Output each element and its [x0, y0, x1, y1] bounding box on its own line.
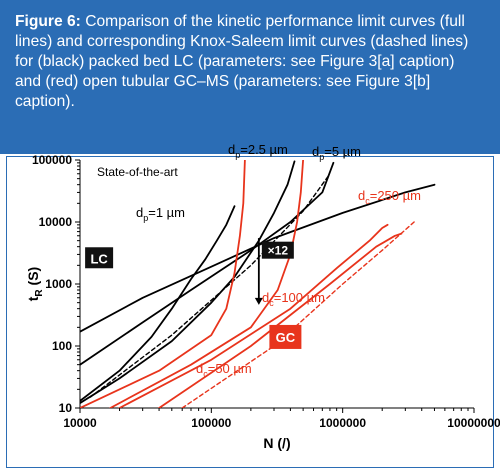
y-tick-label: 1000: [45, 277, 72, 291]
annotation-layer: State-of-the-art LC GC ×12 dp=1 µm dp=2.5 µm d…: [85, 142, 421, 379]
factor-box: [261, 241, 294, 259]
y-axis-label: tR (S): [25, 267, 45, 301]
gc-box-label: GC: [276, 330, 296, 345]
gc-dashed-curve: [181, 221, 415, 408]
caption-text: Comparison of the kinetic performance li…: [15, 13, 469, 110]
x-axis-label: N (/): [263, 435, 290, 451]
gc-solid-curve: [80, 160, 246, 408]
series-layer: [80, 160, 436, 408]
x-tick-label: 10000: [63, 416, 97, 430]
y-tick-label: 100: [52, 339, 72, 353]
label-dp-2-5: dp=2.5 µm: [228, 142, 288, 160]
gc-box: [269, 324, 302, 349]
gc-solid-curve: [109, 160, 304, 408]
y-tick-label: 10000: [39, 215, 73, 229]
lc-dashed-curve: [89, 173, 331, 398]
y-tick-label: 100000: [32, 153, 72, 167]
gc-solid-curve: [118, 223, 389, 408]
lc-solid-curve: [80, 205, 236, 402]
figure-caption: Figure 6: Comparison of the kinetic perf…: [0, 0, 500, 154]
label-dp-5: dp=5 µm: [312, 144, 361, 162]
gc-solid-curve: [158, 232, 403, 408]
factor-label: ×12: [268, 244, 289, 258]
lc-box-label: LC: [90, 251, 108, 266]
label-dc-250: dc=250 µm: [358, 188, 421, 206]
arrow-head: [254, 297, 263, 305]
axes: 10000 100000 1000000 10000000 10 100 1000 10000…: [25, 153, 500, 451]
x-tick-label: 100000: [191, 416, 231, 430]
caption-label: Figure 6:: [15, 13, 81, 30]
x-tick-label: 1000000: [319, 416, 366, 430]
state-of-the-art-label: State-of-the-art: [97, 165, 178, 179]
label-dc-50: dc=50 µm: [196, 361, 252, 379]
lc-box: [85, 247, 114, 269]
y-tick-label: 10: [59, 401, 73, 415]
x-tick-label: 10000000: [447, 416, 500, 430]
label-dp-1: dp=1 µm: [136, 205, 185, 223]
chart-panel: [6, 156, 494, 468]
label-dc-100: dc=100 µm: [262, 290, 325, 308]
lc-solid-curve: [80, 183, 436, 333]
lc-solid-curve: [80, 161, 335, 366]
